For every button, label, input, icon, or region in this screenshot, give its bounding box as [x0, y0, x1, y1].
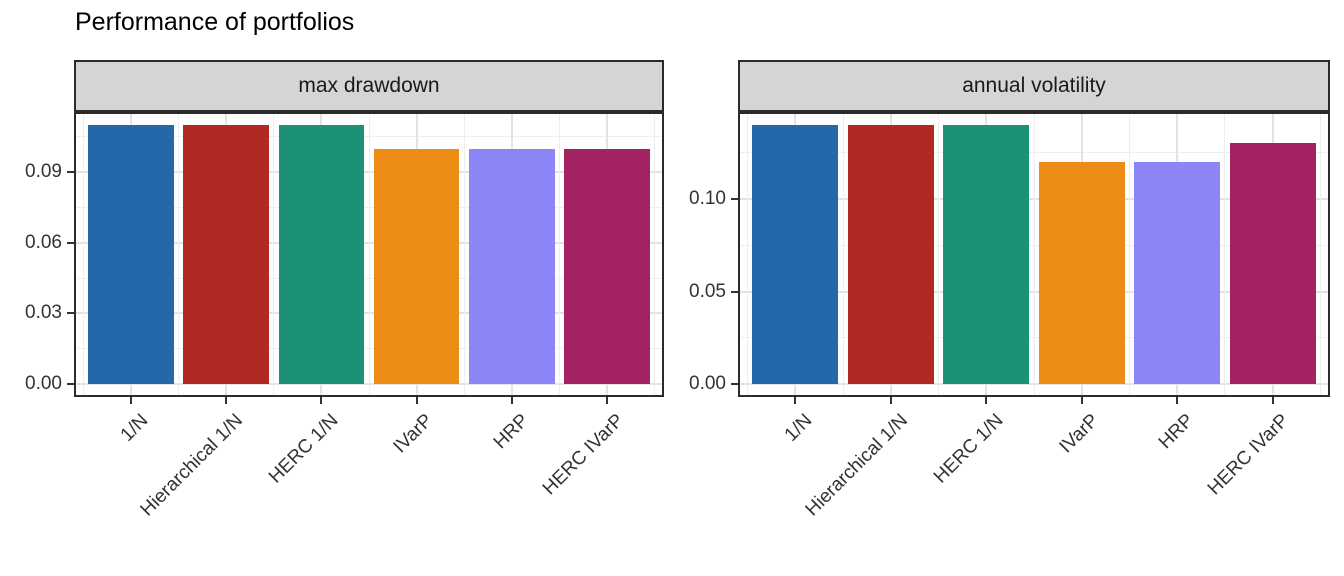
y-axis-tick: [731, 383, 738, 386]
x-axis-tick: [1271, 397, 1274, 404]
x-axis-tick: [415, 397, 418, 404]
gridline-minor-v: [653, 112, 655, 397]
facet-strip: annual volatility: [738, 60, 1330, 112]
bar: [847, 124, 934, 385]
bar: [278, 124, 365, 385]
gridline-minor-v: [1128, 112, 1130, 397]
y-axis-tick-label: 0.03: [25, 302, 62, 324]
bar: [943, 124, 1030, 385]
gridline-minor-v: [178, 112, 180, 397]
bar: [1134, 161, 1221, 385]
bar: [468, 148, 555, 385]
bar: [88, 124, 174, 385]
y-axis-tick-label: 0.00: [25, 373, 62, 395]
gridline-minor-v: [83, 112, 85, 397]
gridline-minor-v: [368, 112, 370, 397]
chart-title: Performance of portfolios: [75, 8, 355, 36]
x-axis-tick-label: HERC 1/N: [264, 410, 343, 488]
gridline-minor-v: [1033, 112, 1035, 397]
x-axis-tick-label: 1/N: [116, 410, 152, 446]
y-axis-tick-label: 0.05: [689, 280, 726, 302]
x-axis-tick-label: HRP: [489, 410, 533, 454]
x-axis-tick: [130, 397, 133, 404]
y-axis-tick: [67, 383, 74, 386]
x-axis-tick-label: Hierarchical 1/N: [136, 410, 248, 521]
gridline-minor-v: [938, 112, 940, 397]
facet-strip: max drawdown: [74, 60, 664, 112]
x-axis-tick: [794, 397, 797, 404]
x-axis-tick: [1176, 397, 1179, 404]
bar: [183, 124, 270, 385]
x-axis-tick-label: IVarP: [1055, 410, 1103, 458]
facet-strip-label: max drawdown: [298, 74, 440, 97]
x-axis-tick-label: 1/N: [780, 410, 817, 446]
gridline-minor-v: [1319, 112, 1321, 397]
x-axis-tick-label: HERC IVarP: [1204, 410, 1294, 500]
x-axis-tick-label: Hierarchical 1/N: [801, 410, 912, 521]
gridline-minor-v: [558, 112, 560, 397]
y-axis-tick: [67, 171, 74, 174]
y-axis-tick-label: 0.10: [689, 187, 726, 209]
bar: [1038, 161, 1125, 385]
x-axis-tick: [985, 397, 988, 404]
y-axis-tick: [731, 197, 738, 200]
gridline-minor-v: [1224, 112, 1226, 397]
y-axis-tick-label: 0.06: [25, 231, 62, 253]
gridline-minor-v: [273, 112, 275, 397]
facet-panel: [74, 112, 664, 397]
facet-strip-label: annual volatility: [962, 74, 1106, 97]
y-axis-tick: [67, 312, 74, 315]
bar: [1229, 143, 1316, 385]
x-axis-tick: [889, 397, 892, 404]
x-axis-tick-label: IVarP: [389, 410, 438, 458]
gridline-minor-v: [747, 112, 749, 397]
y-axis-tick-label: 0.09: [25, 161, 62, 183]
bar: [752, 124, 839, 385]
y-axis-tick: [67, 241, 74, 244]
x-axis-tick: [320, 397, 323, 404]
gridline-minor-v: [842, 112, 844, 397]
y-axis-tick-label: 0.00: [689, 373, 726, 395]
x-axis-tick: [605, 397, 608, 404]
x-axis-tick: [510, 397, 513, 404]
gridline-minor-v: [463, 112, 465, 397]
x-axis-tick-label: HERC IVarP: [538, 410, 628, 500]
x-axis-tick: [1080, 397, 1083, 404]
facet-panel: [738, 112, 1330, 397]
bar: [373, 148, 460, 385]
y-axis-tick: [731, 290, 738, 293]
x-axis-tick-label: HRP: [1154, 410, 1199, 454]
x-axis-tick: [225, 397, 228, 404]
x-axis-tick-label: HERC 1/N: [929, 410, 1008, 488]
bar: [564, 148, 650, 385]
